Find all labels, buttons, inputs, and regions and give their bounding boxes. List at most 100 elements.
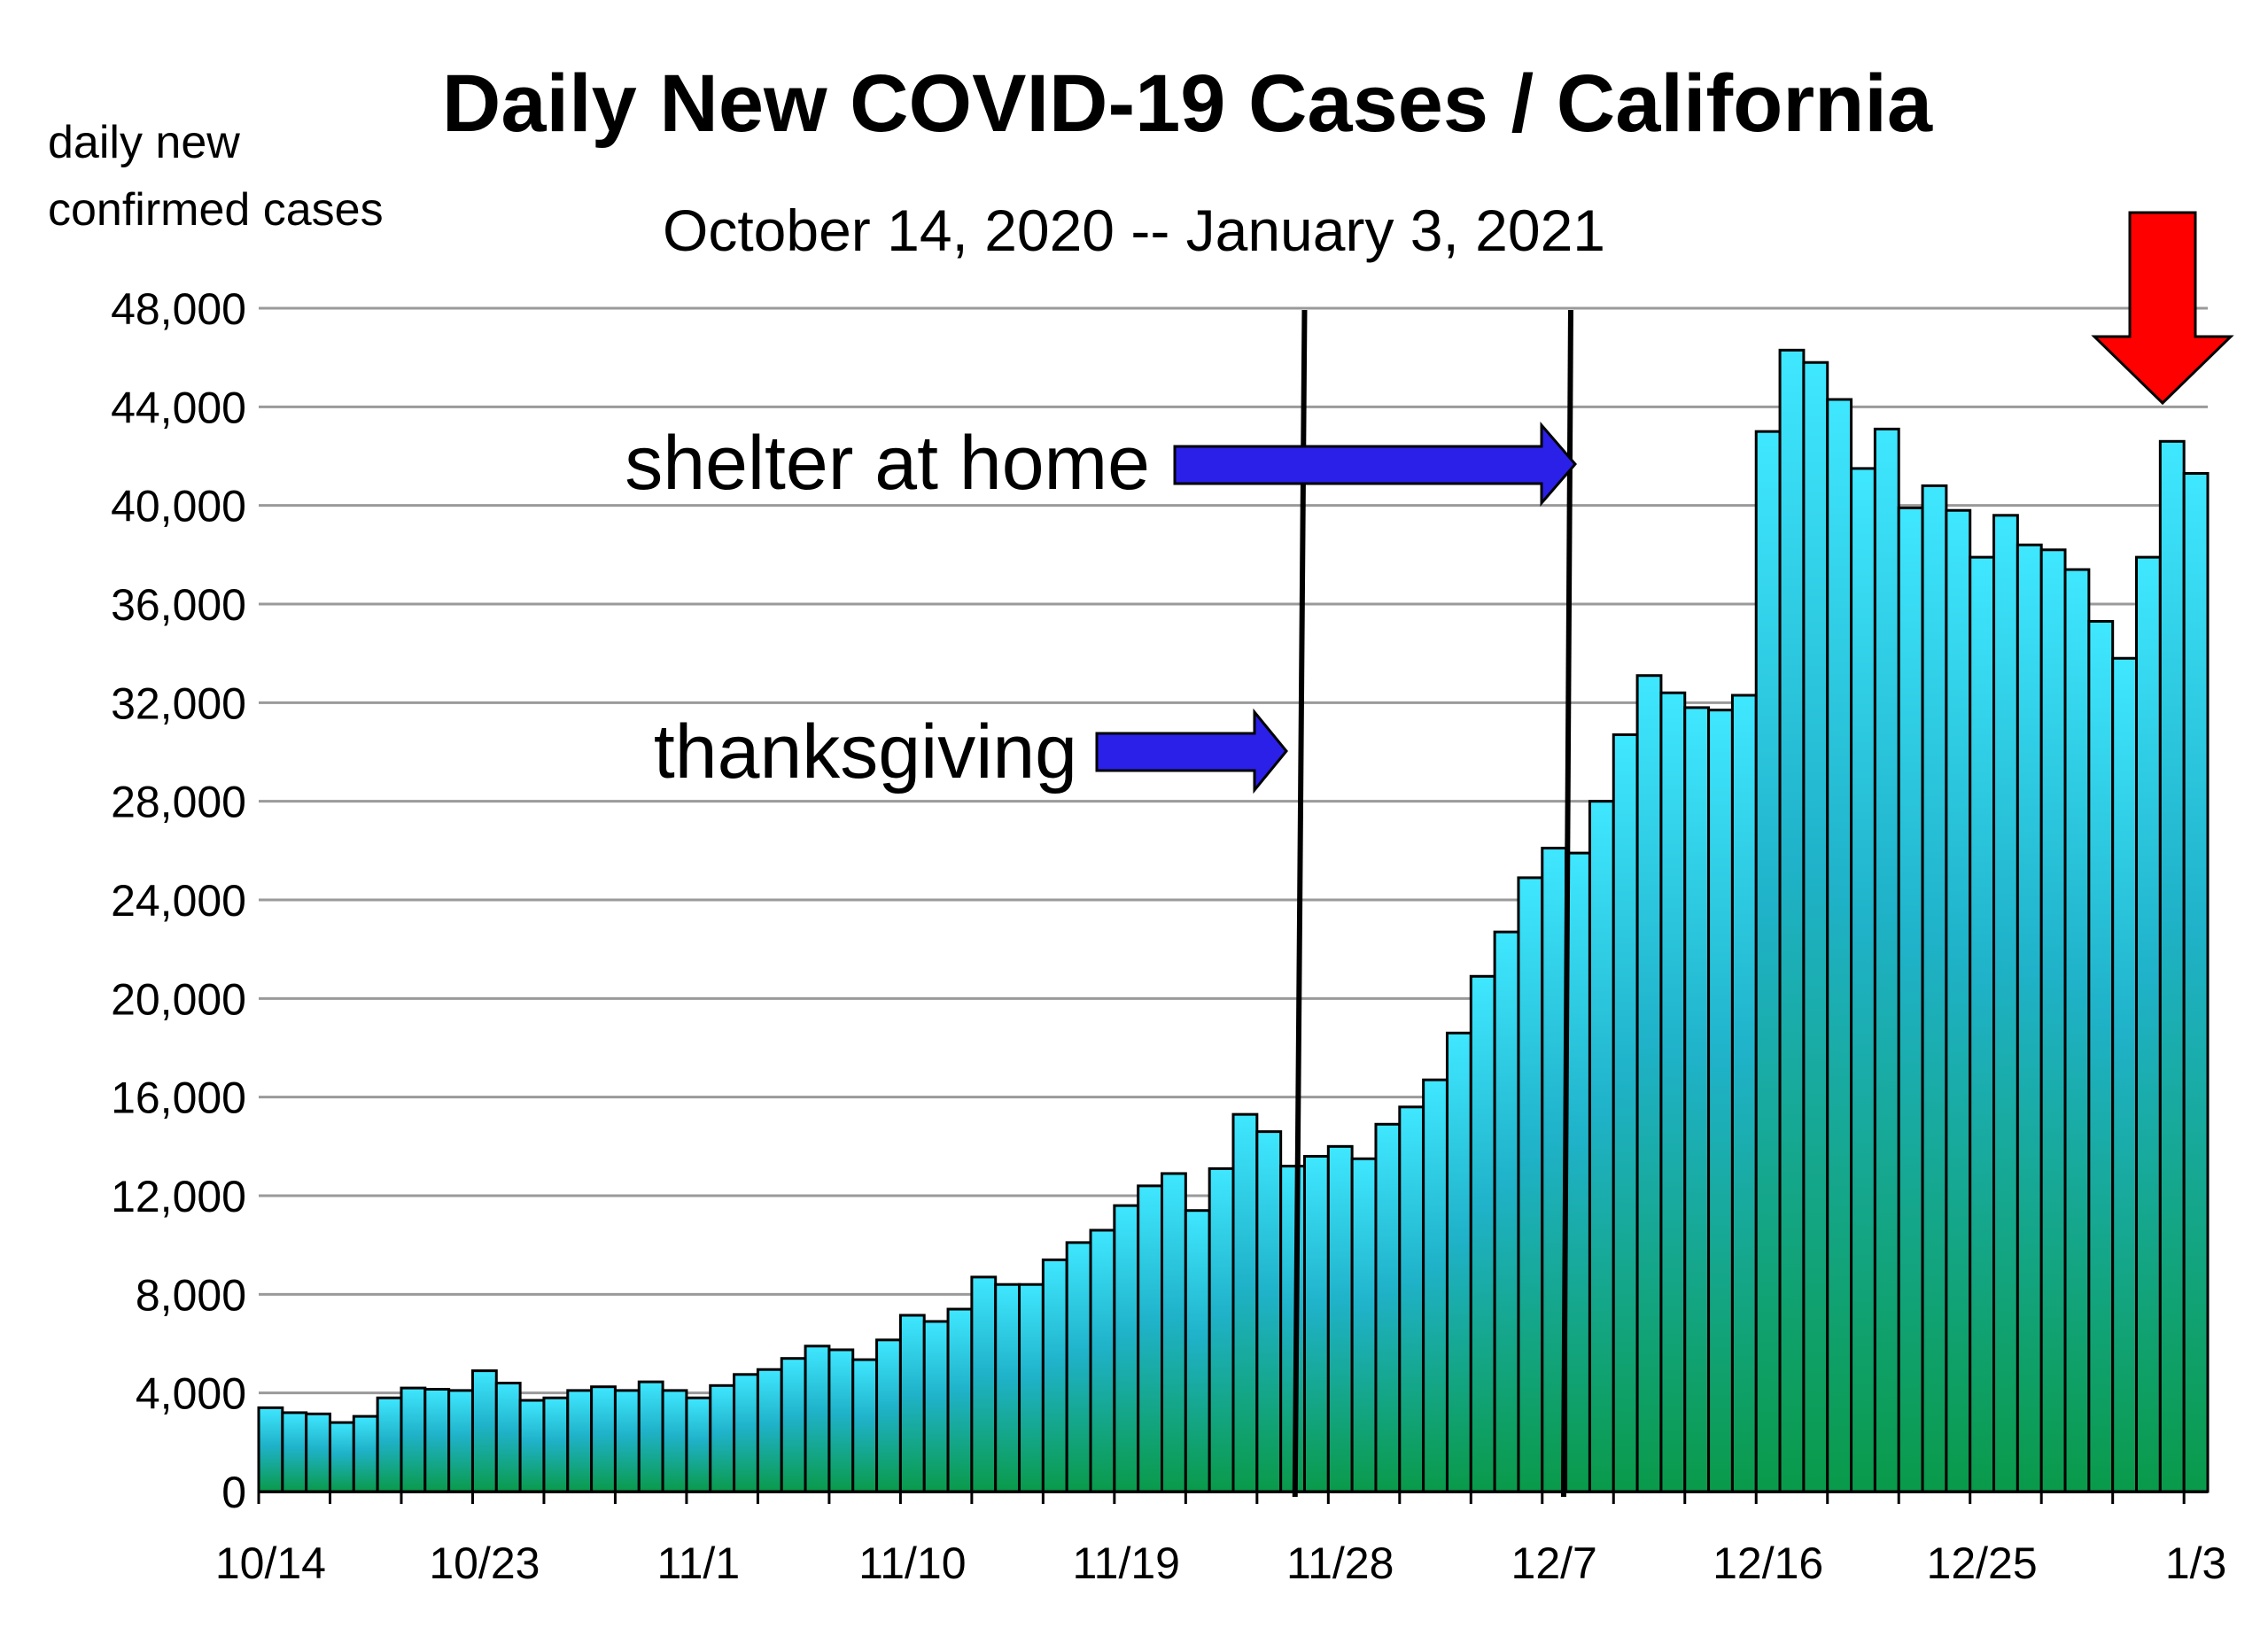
bar-12/22 — [1897, 506, 1924, 1493]
bar-12/11 — [1635, 674, 1663, 1493]
y-tick-label: 44,000 — [111, 383, 246, 432]
x-tick-label: 11/19 — [1073, 1538, 1180, 1588]
x-tick-label: 10/14 — [215, 1538, 326, 1588]
bar-10/17 — [328, 1421, 355, 1493]
bar-12/21 — [1873, 427, 1900, 1493]
bar-10/26 — [542, 1396, 570, 1493]
bar-11/4 — [756, 1368, 783, 1493]
bar-10/20 — [400, 1386, 427, 1493]
bar-12/10 — [1612, 733, 1639, 1493]
bar-11/30 — [1374, 1122, 1402, 1493]
bar-10/23 — [470, 1369, 498, 1493]
bar-10/25 — [518, 1399, 546, 1493]
bar-12/3 — [1445, 1031, 1472, 1493]
bar-12/31 — [2111, 656, 2139, 1493]
y-tick-label: 28,000 — [111, 778, 246, 827]
bar-10/14 — [257, 1406, 284, 1493]
y-tick-label: 24,000 — [111, 876, 246, 926]
bar-10/27 — [566, 1389, 594, 1493]
y-tick-label: 36,000 — [111, 580, 246, 630]
bar-12/25 — [1969, 555, 1996, 1493]
bar-11/10 — [898, 1314, 926, 1493]
shelter-at-home-label: shelter at home — [625, 421, 1150, 506]
bar-11/24 — [1231, 1112, 1259, 1493]
x-tick-label: 12/25 — [1927, 1538, 2038, 1588]
bar-11/1 — [685, 1396, 712, 1493]
bar-12/18 — [1802, 360, 1829, 1493]
bar-12/2 — [1422, 1078, 1449, 1493]
y-tick-label: 40,000 — [111, 482, 246, 531]
annotations: shelter at home thanksgiving — [625, 211, 2234, 1498]
bar-12/16 — [1754, 430, 1782, 1493]
y-tick-label: 20,000 — [111, 974, 246, 1024]
y-tick-label: 48,000 — [111, 284, 246, 334]
y-tick-label: 4,000 — [136, 1369, 246, 1419]
bar-10/30 — [637, 1380, 664, 1493]
bar-12/1 — [1398, 1105, 1425, 1493]
bar-12/12 — [1659, 691, 1687, 1493]
bar-10/28 — [590, 1385, 617, 1493]
bar-11/2 — [709, 1383, 736, 1493]
bar-12/13 — [1683, 706, 1711, 1493]
bar-11/14 — [994, 1283, 1021, 1493]
bar-12/5 — [1493, 930, 1520, 1493]
bars — [257, 348, 2210, 1493]
bar-12/27 — [2016, 543, 2043, 1493]
bar-11/7 — [827, 1348, 855, 1493]
bar-11/20 — [1137, 1184, 1164, 1493]
x-tick-label: 1/3 — [2165, 1538, 2227, 1588]
y-axis-label-line-1: daily new — [48, 117, 240, 168]
y-tick-label: 16,000 — [111, 1073, 246, 1123]
bar-11/5 — [780, 1357, 807, 1493]
bar-10/16 — [305, 1412, 331, 1493]
bar-10/21 — [423, 1387, 451, 1493]
bar-10/15 — [281, 1411, 308, 1493]
x-tick-label: 11/10 — [858, 1538, 966, 1588]
bar-11/22 — [1184, 1209, 1211, 1493]
bar-11/27 — [1302, 1154, 1330, 1493]
x-tick-label: 12/7 — [1511, 1538, 1597, 1588]
bar-10/19 — [376, 1396, 403, 1493]
bar-1/3 — [2182, 471, 2210, 1493]
y-tick-label: 12,000 — [111, 1172, 246, 1221]
bar-11/8 — [851, 1358, 879, 1493]
bar-12/8 — [1565, 851, 1591, 1493]
bar-11/12 — [946, 1307, 974, 1493]
bar-12/26 — [1992, 514, 2019, 1493]
chart-title: Daily New COVID-19 Cases / California — [442, 58, 1933, 149]
bar-12/6 — [1517, 876, 1544, 1493]
bar-12/19 — [1826, 398, 1853, 1493]
bar-1/1 — [2135, 555, 2162, 1493]
bar-11/18 — [1089, 1228, 1116, 1493]
shelter-at-home-marker-line — [1560, 309, 1573, 1498]
bar-10/31 — [661, 1389, 688, 1493]
bar-11/29 — [1350, 1157, 1378, 1493]
x-tick-label: 11/1 — [657, 1538, 741, 1588]
x-tick-label: 10/23 — [429, 1538, 540, 1588]
chart-subtitle: October 14, 2020 -- January 3, 2021 — [663, 198, 1605, 263]
y-tick-label: 32,000 — [111, 678, 246, 728]
bar-12/15 — [1730, 694, 1758, 1493]
bar-12/20 — [1850, 467, 1876, 1493]
bar-11/3 — [733, 1373, 759, 1493]
bar-10/22 — [447, 1389, 474, 1493]
bar-11/15 — [1018, 1283, 1045, 1493]
bar-11/13 — [970, 1275, 998, 1493]
y-tick-label: 0 — [221, 1468, 246, 1517]
y-tick-label: 8,000 — [136, 1270, 246, 1320]
bar-11/26 — [1279, 1165, 1306, 1493]
bar-11/11 — [922, 1320, 950, 1493]
bar-12/23 — [1921, 484, 1948, 1493]
thanksgiving-label: thanksgiving — [654, 709, 1077, 794]
thanksgiving-arrow — [1095, 708, 1288, 794]
bar-11/6 — [804, 1345, 831, 1493]
bar-10/29 — [613, 1389, 641, 1493]
bar-12/17 — [1778, 348, 1806, 1493]
red-down-arrow — [2091, 211, 2234, 406]
bar-12/4 — [1469, 974, 1496, 1493]
bar-11/23 — [1208, 1166, 1235, 1493]
x-tick-label: 11/28 — [1286, 1538, 1394, 1588]
bar-10/24 — [494, 1382, 522, 1493]
bar-11/19 — [1113, 1204, 1140, 1493]
